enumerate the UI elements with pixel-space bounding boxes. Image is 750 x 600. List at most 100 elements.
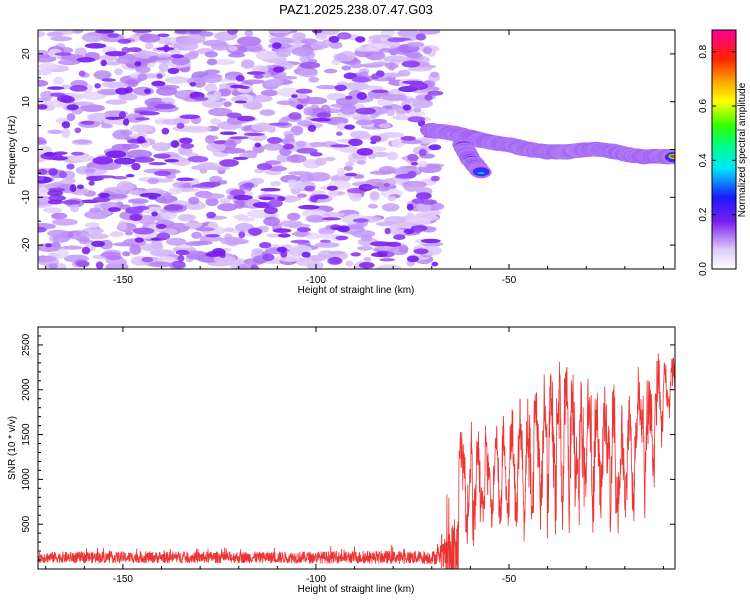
noise-blob — [50, 36, 72, 41]
noise-blob — [254, 74, 264, 79]
snr-x-axis-label: Height of straight line (km) — [298, 584, 415, 595]
noise-blob — [214, 256, 237, 263]
noise-blob — [135, 61, 142, 66]
noise-blob — [101, 78, 116, 82]
noise-blob — [327, 257, 342, 265]
noise-blob — [240, 86, 250, 89]
spectrogram-x-axis-label: Height of straight line (km) — [298, 285, 415, 296]
noise-blob — [302, 252, 311, 258]
noise-blob — [34, 227, 47, 233]
snr-y-tick-label: 2500 — [21, 333, 32, 356]
noise-blob — [188, 29, 201, 34]
noise-blob — [260, 188, 280, 192]
noise-blob — [292, 32, 306, 40]
noise-blob — [268, 199, 283, 207]
noise-blob — [48, 168, 58, 176]
spectrogram-panel: -150 -100 -50 -20-1001020 Height of straig… — [7, 27, 686, 296]
noise-blob — [171, 140, 180, 148]
noise-blob — [106, 100, 127, 105]
colorbar-tick-label: 0.6 — [698, 99, 709, 113]
noise-blob — [291, 94, 298, 98]
noise-blob — [101, 82, 119, 88]
noise-blob — [252, 248, 264, 254]
noise-blob — [93, 197, 111, 203]
noise-blob — [94, 83, 101, 88]
noise-blob — [206, 234, 220, 237]
colorbar-gradient — [712, 30, 736, 269]
noise-blob — [280, 220, 303, 227]
noise-blob — [186, 251, 207, 260]
noise-blob — [100, 60, 107, 66]
noise-blob — [62, 128, 71, 138]
noise-blob — [227, 139, 236, 145]
noise-blob — [289, 112, 302, 120]
noise-blob — [67, 113, 76, 121]
snr-x-tick-label: -50 — [502, 574, 517, 585]
noise-blob — [327, 186, 338, 191]
noise-blob — [31, 139, 47, 144]
noise-blob — [108, 207, 121, 212]
noise-blob — [308, 125, 316, 132]
noise-blob — [220, 131, 237, 135]
noise-blob — [227, 27, 238, 35]
noise-blob — [262, 253, 274, 261]
noise-blob — [100, 252, 121, 258]
noise-blob — [323, 212, 345, 217]
noise-blob — [159, 63, 169, 73]
noise-blob — [287, 180, 297, 185]
spectrogram-x-tick-label: -50 — [502, 275, 517, 286]
noise-blob — [297, 227, 311, 232]
noise-blob — [149, 261, 173, 267]
noise-blob — [62, 200, 81, 205]
noise-blob — [297, 194, 307, 198]
noise-blob — [379, 123, 391, 128]
noise-blob — [292, 47, 315, 56]
noise-blob — [320, 240, 331, 243]
noise-blob — [156, 87, 177, 96]
noise-blob — [62, 121, 70, 128]
noise-blob — [35, 176, 44, 181]
noise-blob — [243, 182, 254, 188]
noise-blob — [198, 162, 216, 170]
noise-blob — [414, 228, 422, 233]
noise-blob — [176, 178, 194, 182]
colorbar-tick-label: 0.8 — [698, 44, 709, 58]
noise-blob — [268, 28, 292, 34]
noise-blob — [53, 77, 64, 85]
noise-blob — [44, 152, 55, 157]
noise-blob — [189, 51, 199, 57]
colorbar-tick-label: 0.2 — [698, 207, 709, 221]
noise-blob — [407, 204, 414, 211]
noise-blob — [371, 252, 387, 257]
noise-blob — [139, 111, 160, 115]
noise-blob — [416, 33, 427, 40]
noise-blob — [101, 91, 116, 96]
colorbar-tick-label: 0.0 — [698, 262, 709, 276]
noise-blob — [345, 96, 352, 100]
noise-blob — [317, 112, 331, 118]
noise-blob — [306, 215, 325, 223]
noise-blob — [70, 204, 79, 212]
noise-blob — [48, 200, 63, 205]
noise-blob — [107, 33, 119, 38]
noise-blob — [370, 171, 392, 175]
noise-blob — [59, 171, 67, 178]
noise-blob — [336, 132, 343, 136]
noise-blob — [66, 164, 74, 170]
noise-blob — [207, 59, 217, 66]
noise-blob — [419, 149, 427, 156]
noise-blob — [228, 53, 245, 58]
noise-blob — [94, 70, 112, 79]
noise-blob — [233, 195, 253, 200]
noise-blob — [86, 233, 109, 239]
noise-blob — [126, 48, 134, 52]
noise-blob — [267, 137, 283, 144]
noise-blob — [379, 48, 393, 53]
noise-blob — [181, 143, 195, 149]
noise-blob — [71, 152, 84, 156]
snr-y-tick-label: 2000 — [21, 378, 32, 401]
noise-blob — [329, 36, 340, 43]
noise-blob — [324, 157, 335, 162]
noise-blob — [259, 197, 275, 200]
noise-blob — [393, 234, 405, 240]
